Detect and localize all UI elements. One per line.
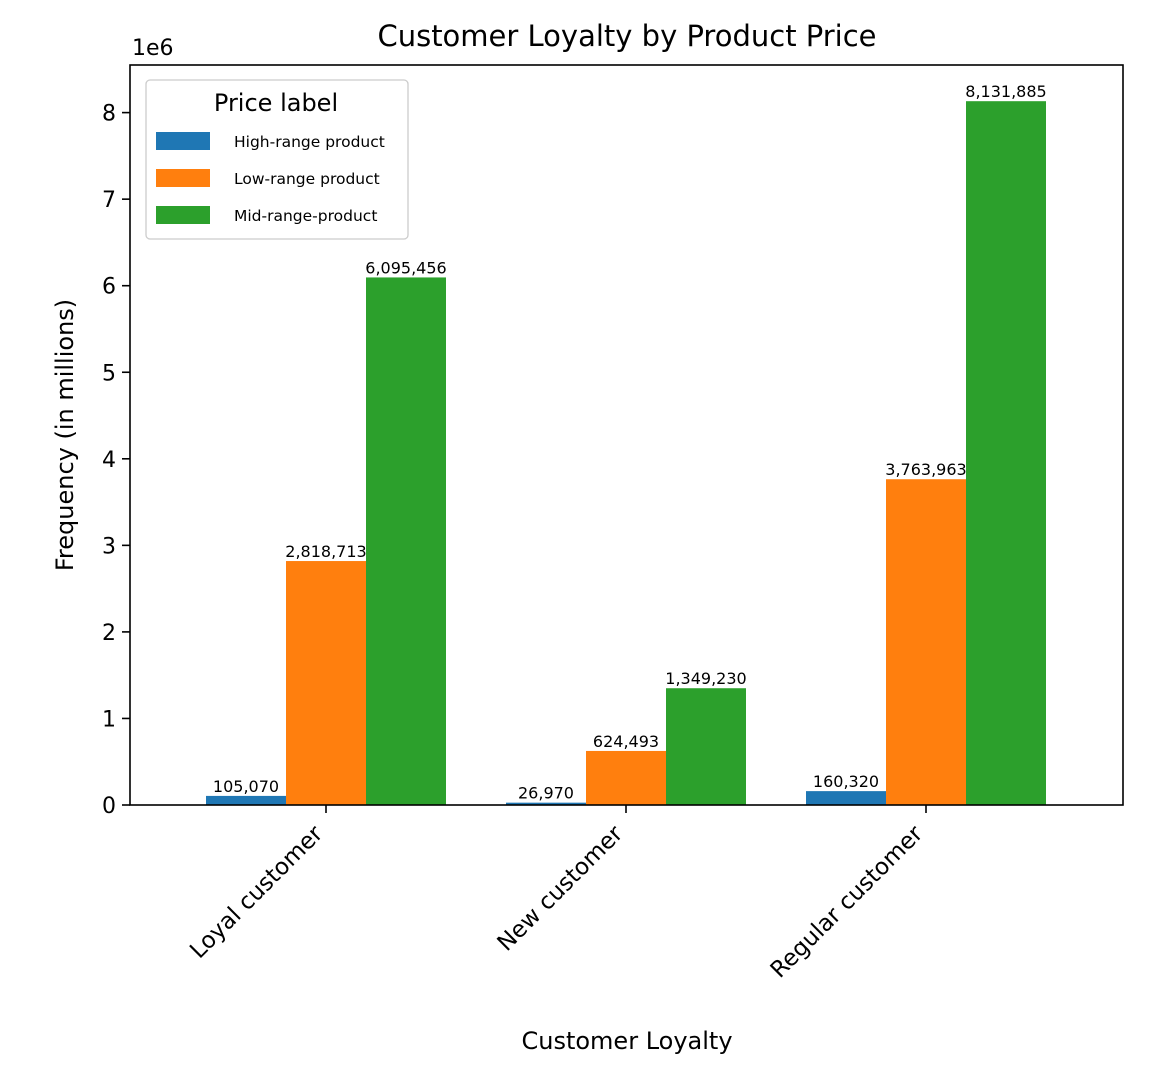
legend-entry-label: Mid-range-product [234,207,377,225]
legend: Price label High-range product Low-range … [145,79,409,240]
x-axis-label: Customer Loyalty [521,1027,732,1055]
legend-title: Price label [214,89,338,117]
data-label: 105,070 [213,777,279,796]
bar-low-range-product-new-customer [586,750,666,805]
data-label: 3,763,963 [885,460,966,479]
y-tick-label: 7 [102,188,116,213]
bar-high-range-product-new-customer [506,802,586,805]
data-label: 160,320 [813,772,879,791]
legend-entries: High-range product Low-range product Mid-r… [156,132,385,225]
data-label: 1,349,230 [665,669,746,688]
chart-title: Customer Loyalty by Product Price [377,19,876,53]
y-tick-label: 1 [102,707,116,732]
bar-mid-range-product-regular-customer [966,101,1046,805]
legend-swatch [156,132,210,150]
y-tick-label: 0 [102,794,116,819]
y-tick-label: 4 [102,448,116,473]
data-label: 624,493 [593,732,659,751]
y-tick-label: 2 [102,621,116,646]
legend-entry-label: Low-range product [234,170,380,188]
y-axis-label: Frequency (in millions) [51,299,79,571]
y-offset-label: 1e6 [132,36,174,61]
y-axis: 0 1 2 3 4 5 6 7 8 [102,102,130,819]
legend-swatch [156,206,210,224]
legend-swatch [156,169,210,187]
data-labels-layer: 105,070 26,970 160,320 2,818,713 624,493 3,76… [213,82,1047,802]
data-label: 2,818,713 [285,542,366,561]
legend-entry-label: High-range product [234,133,385,151]
legend-box [145,79,409,240]
plot-frame [129,64,1124,806]
y-tick-label: 6 [102,275,116,300]
y-tick-label: 8 [102,102,116,127]
data-label: 26,970 [518,784,574,803]
bar-mid-range-product-new-customer [666,688,746,805]
y-tick-label: 5 [102,361,116,386]
bar-high-range-product-regular-customer [806,791,886,805]
data-label: 6,095,456 [365,258,446,277]
data-label: 8,131,885 [965,82,1046,101]
bars-layer [206,101,1046,805]
bar-low-range-product-regular-customer [886,479,966,805]
bar-low-range-product-loyal-customer [286,561,366,805]
y-tick-label: 3 [102,534,116,559]
bar-high-range-product-loyal-customer [206,795,286,805]
bar-mid-range-product-loyal-customer [366,277,446,805]
